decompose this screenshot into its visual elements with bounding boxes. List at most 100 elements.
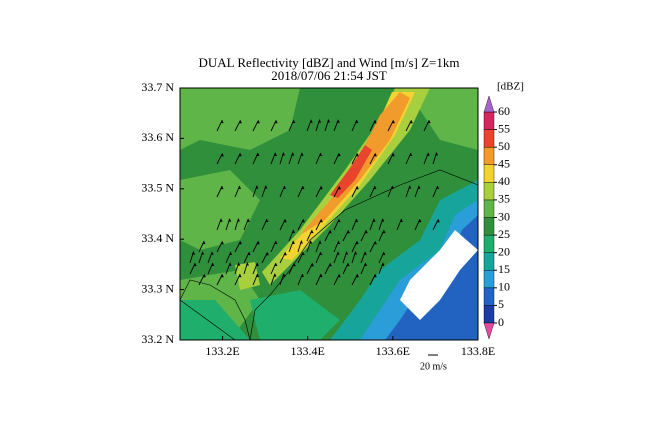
wind-vector-head	[337, 153, 341, 157]
wind-vector-head	[436, 219, 440, 223]
wind-vector-head	[426, 152, 430, 156]
y-tick-label: 33.3 N	[141, 281, 174, 295]
wind-vector-head	[228, 218, 232, 222]
wind-vector	[315, 219, 322, 231]
wind-vector-head	[301, 273, 305, 277]
wind-vector-head	[202, 274, 206, 278]
wind-vector	[405, 120, 412, 132]
colorbar-tick-label: 60	[498, 104, 510, 118]
wind-vector-head	[355, 274, 359, 278]
colorbar-bin	[483, 252, 495, 271]
wind-vector-head	[301, 186, 305, 190]
wind-vector-head	[281, 152, 285, 156]
wind-vector-head	[291, 152, 295, 156]
colorbar-tick-label: 20	[498, 244, 510, 258]
wind-vector-head	[391, 120, 395, 124]
x-tick-label: 133.2E	[205, 344, 239, 358]
wind-vector-head	[355, 120, 359, 124]
y-tick-label: 33.6 N	[141, 130, 174, 144]
wind-vector-head	[229, 251, 233, 255]
wind-vector-head	[337, 240, 341, 244]
wind-vector-head	[301, 252, 305, 256]
wind-vector	[351, 274, 358, 286]
wind-vector	[324, 263, 331, 275]
wind-vector-head	[247, 252, 251, 256]
wind-vector-head	[228, 262, 232, 266]
wind-vector-head	[238, 274, 242, 278]
colorbar-under	[483, 322, 495, 340]
wind-vector-head	[418, 219, 422, 223]
colorbar-bin	[483, 164, 495, 183]
colorbar-tick-label: 25	[498, 227, 510, 241]
plot-frame	[179, 87, 479, 341]
wind-vector-head	[299, 240, 303, 244]
wind-vector-head	[300, 152, 304, 156]
wind-vector-head	[319, 152, 323, 156]
colorbar-tick-label: 5	[498, 297, 504, 311]
wind-vector-head	[328, 263, 332, 267]
wind-vector-head	[310, 230, 314, 234]
wind-vector-head	[327, 119, 331, 123]
colorbar-bin	[483, 217, 495, 236]
wind-vector-head	[346, 230, 350, 234]
wind-vector	[306, 263, 313, 275]
wind-vector-head	[328, 230, 332, 234]
wind-vector-head	[354, 251, 358, 255]
wind-vector-head	[373, 120, 377, 124]
wind-vector-head	[238, 120, 242, 124]
wind-vector	[198, 274, 205, 286]
wind-vector-head	[238, 241, 242, 245]
wind-vector-head	[273, 152, 277, 156]
wind-vector-head	[382, 230, 386, 234]
wind-vector-head	[336, 119, 340, 123]
wind-vector-head	[237, 218, 241, 222]
colorbar-tick-label: 40	[498, 174, 510, 188]
wind-vector-head	[265, 252, 269, 256]
wind-vector-head	[355, 186, 359, 190]
wind-vector-head	[291, 240, 295, 244]
wind-vector	[342, 230, 349, 242]
x-tick-label: 133.6E	[376, 344, 410, 358]
colorbar-tick-label: 55	[498, 121, 510, 135]
wind-vector-head	[246, 262, 250, 266]
wind-vector-head	[274, 241, 278, 245]
wind-vector-head	[246, 218, 250, 222]
wind-vector-head	[337, 274, 341, 278]
wind-vector-head	[381, 262, 385, 266]
wind-vector-head	[318, 119, 322, 123]
wind-vector-head	[238, 185, 242, 189]
colorbar-bin	[483, 146, 495, 165]
colorbar-tick-label: 10	[498, 280, 510, 294]
colorbar-bin	[483, 287, 495, 306]
colorbar-tick-label: 15	[498, 262, 510, 276]
reflectivity-field	[180, 88, 478, 340]
wind-vector-head	[435, 152, 439, 156]
wind-vector	[369, 241, 376, 253]
wind-vector-head	[202, 241, 206, 245]
wind-vector-head	[256, 153, 260, 157]
wind-vector-head	[255, 185, 259, 189]
y-tick-label: 33.5 N	[141, 181, 174, 195]
wind-vector-head	[391, 153, 395, 157]
wind-vector	[234, 241, 241, 253]
wind-vector-head	[256, 120, 260, 124]
y-tick-label: 33.2 N	[141, 332, 174, 346]
wind-vector-head	[282, 273, 286, 277]
wind-vector-head	[382, 252, 386, 256]
wind-vector-head	[373, 241, 377, 245]
wind-vector-head	[319, 251, 323, 255]
wind-vector-head	[292, 229, 296, 233]
wind-vector	[261, 252, 268, 264]
wind-vector-head	[193, 263, 197, 267]
wind-vector-head	[192, 251, 196, 255]
wind-vector-head	[201, 251, 205, 255]
wind-vector	[297, 219, 304, 231]
colorbar-bin	[483, 234, 495, 253]
wind-vector	[252, 120, 259, 132]
wind-vector-head	[265, 219, 269, 223]
y-tick-label: 33.4 N	[141, 231, 174, 245]
wind-vector	[234, 120, 241, 132]
wind-vector-head	[283, 185, 287, 189]
wind-vector-head	[337, 186, 341, 190]
